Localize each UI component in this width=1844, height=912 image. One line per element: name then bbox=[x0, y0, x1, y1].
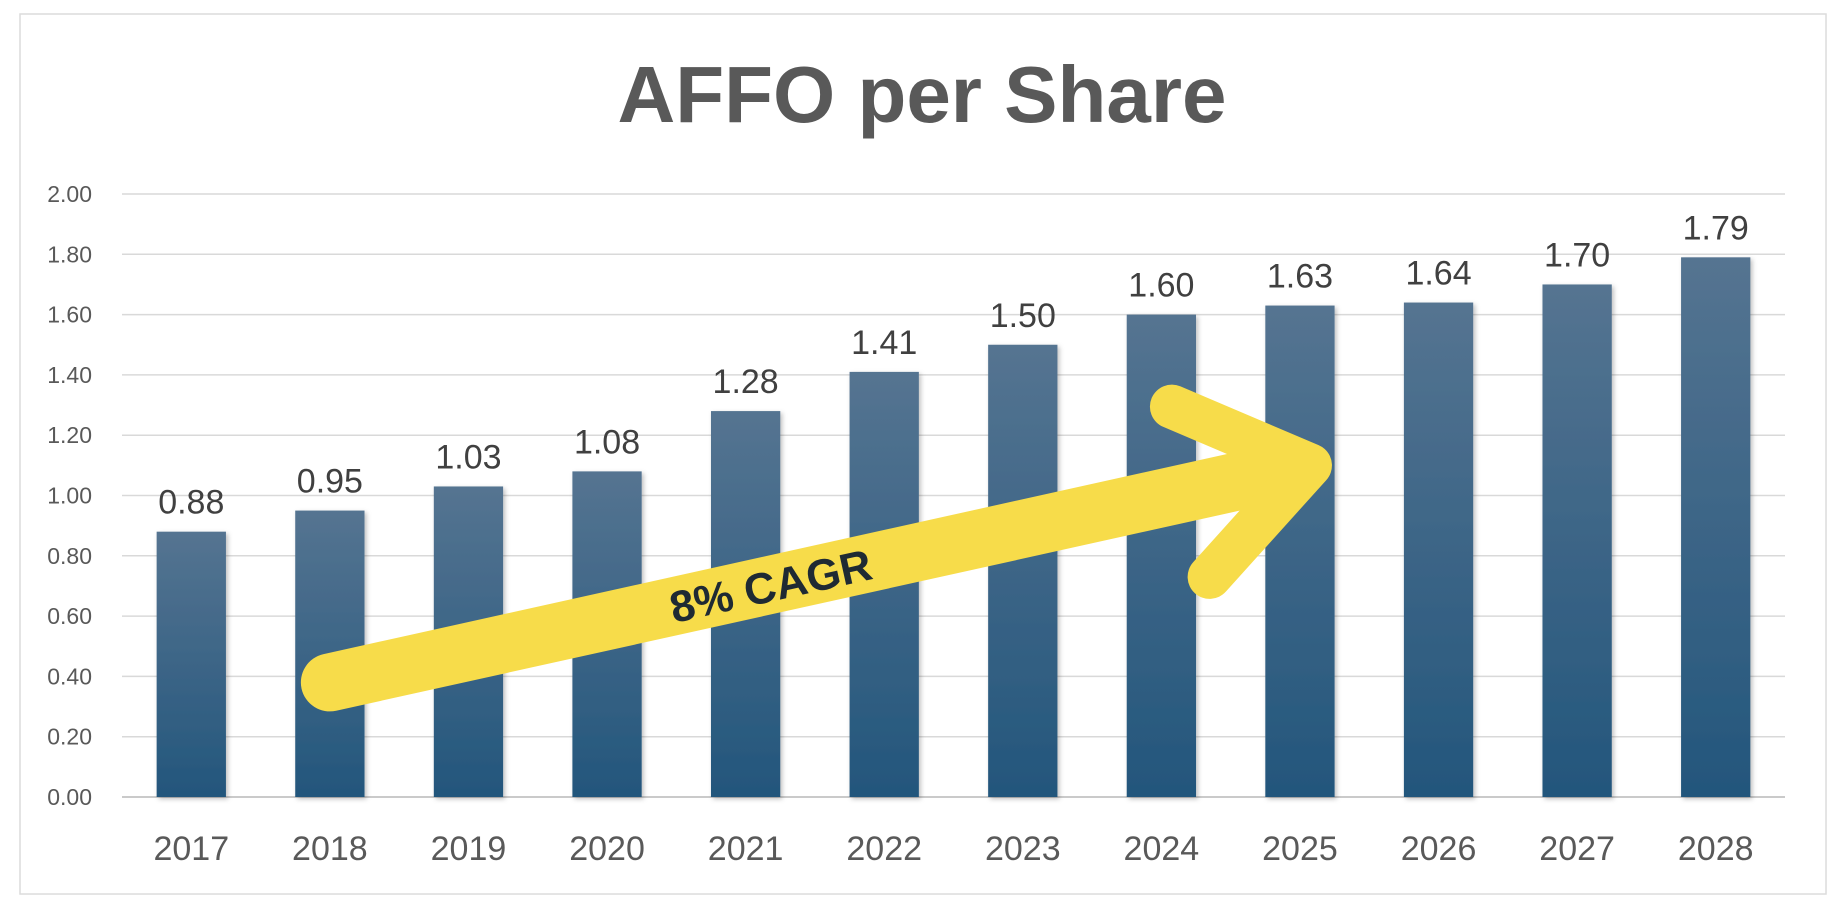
y-tick-label: 1.80 bbox=[47, 241, 92, 267]
x-tick-label: 2020 bbox=[569, 830, 645, 868]
y-tick-label: 1.20 bbox=[47, 422, 92, 448]
data-label: 1.79 bbox=[1683, 209, 1749, 247]
bar-2024 bbox=[1126, 314, 1197, 797]
arrow-head bbox=[1149, 384, 1332, 599]
data-label: 1.70 bbox=[1544, 236, 1610, 274]
y-axis-tick-labels: 0.00 0.20 0.40 0.60 0.80 1.00 1.20 1.40 1.60 1.80… bbox=[47, 181, 92, 810]
bar-2023 bbox=[988, 344, 1058, 797]
x-tick-label: 2021 bbox=[708, 830, 784, 868]
data-label: 0.88 bbox=[158, 484, 224, 522]
y-tick-label: 1.60 bbox=[47, 302, 92, 328]
arrow-shaft bbox=[300, 449, 1281, 712]
data-labels: 0.88 0.95 1.03 1.08 1.28 1.41 1.50 1.60 1.63 1.64… bbox=[158, 209, 1749, 521]
data-label: 1.60 bbox=[1128, 267, 1194, 305]
bar-2017 bbox=[156, 531, 226, 797]
x-tick-label: 2017 bbox=[153, 830, 229, 868]
data-label: 1.08 bbox=[574, 423, 640, 461]
x-tick-label: 2018 bbox=[292, 830, 368, 868]
grid-lines bbox=[122, 193, 1785, 798]
bar-2025 bbox=[1265, 305, 1335, 797]
bar-2028 bbox=[1681, 257, 1751, 797]
y-tick-label: 2.00 bbox=[47, 181, 92, 207]
x-tick-label: 2028 bbox=[1678, 830, 1754, 868]
y-tick-label: 0.60 bbox=[47, 603, 92, 629]
data-label: 1.50 bbox=[990, 297, 1056, 335]
chart-frame bbox=[19, 13, 1827, 895]
x-tick-label: 2026 bbox=[1401, 830, 1477, 868]
x-tick-label: 2019 bbox=[431, 830, 507, 868]
x-tick-label: 2022 bbox=[846, 830, 922, 868]
y-tick-label: 0.40 bbox=[47, 663, 92, 689]
y-tick-label: 1.00 bbox=[47, 483, 92, 509]
data-label: 1.64 bbox=[1405, 255, 1471, 293]
y-tick-label: 0.00 bbox=[47, 784, 92, 810]
x-tick-label: 2024 bbox=[1124, 830, 1200, 868]
x-tick-label: 2023 bbox=[985, 830, 1061, 868]
x-tick-label: 2025 bbox=[1262, 830, 1338, 868]
data-label: 0.95 bbox=[297, 463, 363, 501]
y-tick-label: 0.20 bbox=[47, 724, 92, 750]
data-label: 1.63 bbox=[1267, 258, 1333, 296]
x-tick-label: 2027 bbox=[1539, 830, 1615, 868]
bar-2027 bbox=[1542, 284, 1612, 797]
bar-2026 bbox=[1403, 302, 1474, 797]
data-label: 1.03 bbox=[435, 438, 501, 476]
data-label: 1.28 bbox=[713, 363, 779, 401]
chart-title: AFFO per Share bbox=[617, 50, 1226, 139]
x-axis-tick-labels: 2017 2018 2019 2020 2021 2022 2023 2024 2025 2026… bbox=[153, 830, 1753, 868]
y-tick-label: 1.40 bbox=[47, 362, 92, 388]
data-label: 1.41 bbox=[851, 324, 917, 362]
y-tick-label: 0.80 bbox=[47, 543, 92, 569]
